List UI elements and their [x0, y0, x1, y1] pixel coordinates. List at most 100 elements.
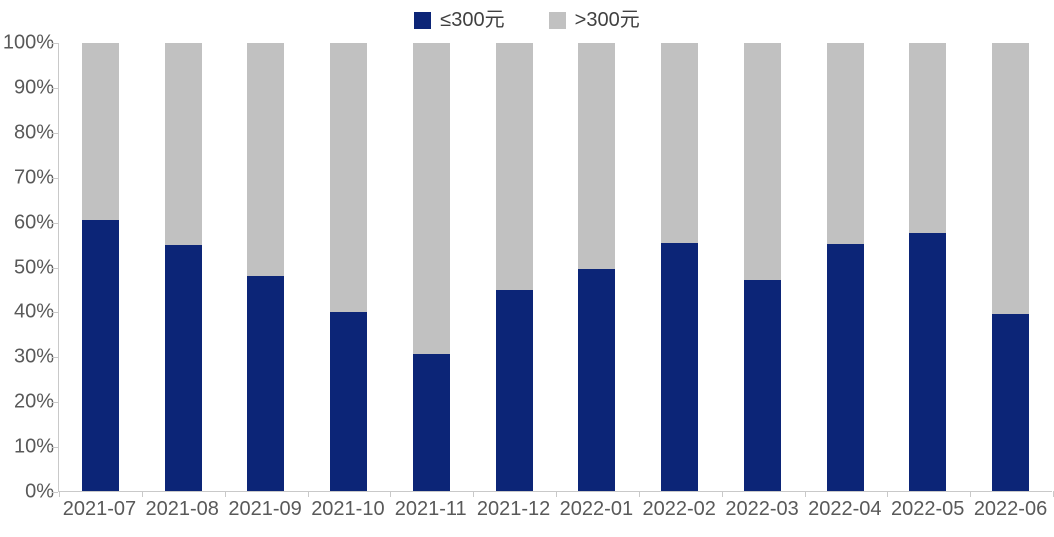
x-axis-label-2021-11: 2021-11 [394, 498, 467, 520]
y-axis-tick [52, 357, 58, 359]
x-axis-label-2021-07: 2021-07 [62, 498, 137, 520]
bar-column-2022-03 [721, 43, 804, 491]
x-axis-label-2022-06: 2022-06 [973, 498, 1048, 520]
y-axis-tick-label: 0% [25, 480, 54, 503]
y-axis-tick-label: 100% [2, 31, 54, 54]
x-axis-tick [473, 491, 475, 497]
y-axis-tick-label: 30% [13, 345, 54, 368]
bar-column-2021-12 [473, 43, 556, 491]
y-axis-tick-label: 80% [13, 121, 54, 144]
x-axis-tick [887, 491, 889, 497]
bar-stack [661, 43, 699, 491]
y-axis-tick-label: 20% [13, 390, 54, 413]
bar-column-2022-06 [969, 43, 1052, 491]
y-axis-tick-label: 40% [13, 300, 54, 323]
y-axis-tick [52, 43, 58, 44]
bar-segment-under-300 [247, 275, 285, 491]
x-axis: 2021-07 2021-08 2021-09 2021-10 2021-11 2021-… [58, 498, 1052, 521]
bar-segment-over-300 [81, 43, 119, 220]
y-axis-tick [52, 447, 58, 449]
x-axis-label-2021-08: 2021-08 [145, 498, 219, 520]
y-axis-tick-label: 60% [13, 211, 54, 234]
bar-column-2022-05 [887, 43, 970, 491]
bar-column-2022-04 [804, 43, 887, 491]
y-axis-tick-label: 90% [13, 76, 54, 99]
bar-segment-under-300 [164, 245, 202, 491]
bar-stack [495, 43, 533, 491]
bar-segment-over-300 [743, 43, 781, 280]
legend: ≤300元 >300元 [0, 4, 1054, 36]
x-axis-tick [224, 491, 226, 497]
bar-segment-under-300 [578, 269, 616, 491]
y-axis-tick-label: 70% [13, 166, 54, 189]
y-axis-tick [52, 492, 58, 493]
legend-item-1: >300元 [548, 9, 640, 31]
bar-stack [330, 43, 368, 491]
legend-label: >300元 [574, 9, 640, 31]
y-axis-tick [52, 402, 58, 404]
bar-stack [81, 43, 119, 491]
x-axis-label-2022-01: 2022-01 [559, 498, 634, 520]
x-axis-label-2021-12: 2021-12 [476, 498, 551, 520]
x-axis-tick [638, 491, 640, 497]
x-axis-tick [970, 491, 972, 497]
x-axis-tick [556, 491, 557, 497]
bar-segment-under-300 [330, 312, 368, 491]
x-axis-label-2021-09: 2021-09 [228, 498, 302, 520]
x-axis-tick [307, 491, 309, 497]
y-axis-tick [52, 222, 58, 224]
x-axis-tick [141, 491, 143, 497]
legend-label: ≤300元 [440, 9, 505, 31]
bar-column-2021-11 [390, 43, 473, 491]
bar-segment-under-300 [909, 232, 947, 491]
x-axis-label-2021-10: 2021-10 [311, 498, 385, 520]
bar-segment-under-300 [661, 242, 699, 491]
bar-column-2022-02 [638, 43, 721, 491]
x-axis-label-2022-05: 2022-05 [890, 498, 965, 520]
legend-swatch-icon [548, 11, 566, 29]
legend-item-0: ≤300元 [414, 9, 505, 31]
bar-segment-under-300 [992, 314, 1030, 491]
bar-stack [578, 43, 616, 491]
bar-stack [247, 43, 285, 491]
bar-column-2021-08 [142, 43, 225, 491]
bar-segment-over-300 [909, 43, 947, 233]
y-axis-tick [52, 87, 58, 89]
bar-segment-over-300 [826, 43, 864, 244]
y-axis-tick [52, 132, 58, 134]
x-axis-label-2022-04: 2022-04 [808, 498, 882, 520]
bar-segment-under-300 [743, 279, 781, 491]
bar-stack [412, 43, 450, 491]
y-axis-tick-label: 10% [13, 435, 54, 458]
bar-segment-over-300 [495, 43, 533, 290]
bar-stack [743, 43, 781, 491]
plot-area [58, 43, 1054, 497]
bar-segment-over-300 [164, 43, 202, 246]
bar-column-2021-10 [307, 43, 390, 491]
bar-stack [992, 43, 1030, 491]
y-axis-tick-label: 50% [13, 256, 54, 278]
y-axis-tick [52, 267, 58, 269]
bar-segment-over-300 [330, 43, 368, 313]
bar-column-2021-09 [225, 43, 308, 491]
x-axis-tick [59, 491, 60, 497]
bar-segment-under-300 [826, 243, 864, 491]
x-axis-tick [804, 491, 806, 497]
bar-segment-over-300 [661, 43, 699, 243]
x-axis-label-2022-03: 2022-03 [725, 498, 799, 520]
bar-segment-under-300 [495, 289, 533, 491]
bar-segment-over-300 [412, 43, 450, 355]
legend-swatch-icon [414, 11, 432, 29]
bar-stack [909, 43, 947, 491]
bar-segment-under-300 [412, 354, 450, 491]
x-axis-label-2022-02: 2022-02 [642, 498, 716, 520]
bar-stack [164, 43, 202, 491]
bar-segment-over-300 [247, 43, 285, 276]
bar-stack [826, 43, 864, 491]
bar-segment-under-300 [81, 219, 119, 491]
bar-segment-over-300 [992, 43, 1030, 315]
x-axis-tick [390, 491, 392, 497]
x-axis-tick [721, 491, 723, 497]
bar-column-2022-01 [556, 43, 639, 491]
